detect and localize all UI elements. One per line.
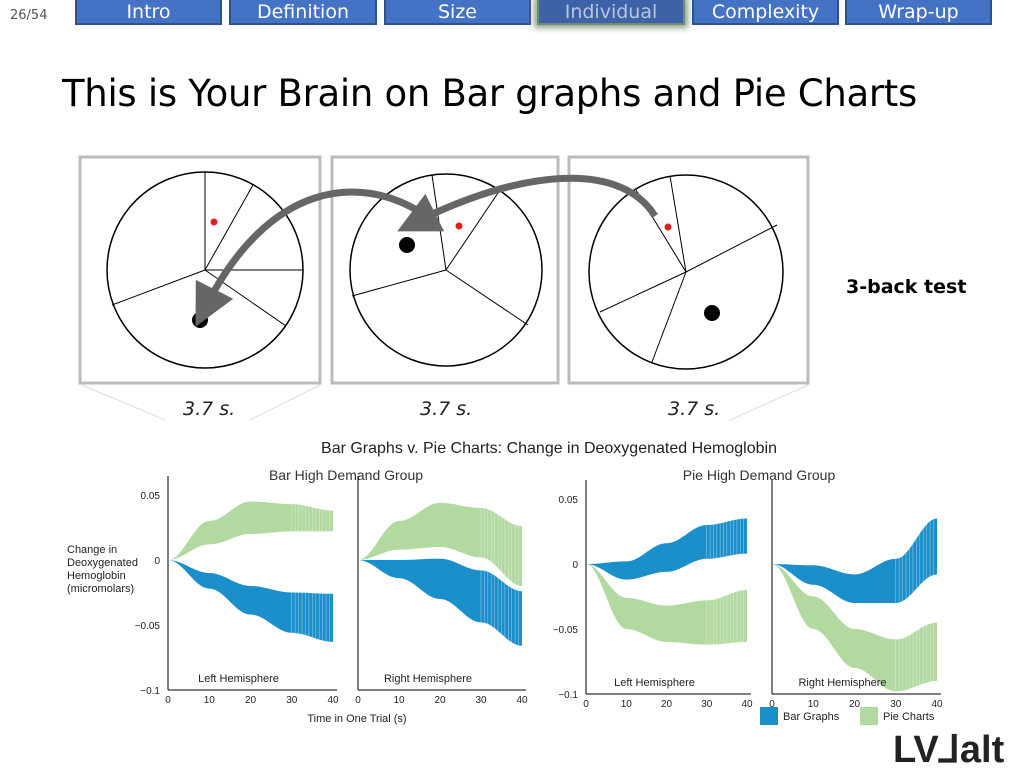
x-tick-label: 20 [434, 695, 446, 706]
panel-label: Right Hemisphere [798, 677, 886, 689]
panel-label: Right Hemisphere [384, 673, 472, 685]
panel-label: Left Hemisphere [614, 677, 695, 689]
x-tick-label: 40 [741, 699, 753, 710]
y-tick-label: −0.1 [140, 686, 160, 697]
x-tick-label: 40 [327, 695, 339, 706]
x-tick-label: 10 [204, 695, 216, 706]
pie-charts-band [586, 564, 747, 645]
legend-swatch [860, 707, 878, 725]
x-tick-label: 10 [808, 699, 820, 710]
arrow-back-2 [195, 188, 422, 327]
x-tick-label: 10 [621, 699, 633, 710]
fixation-dot [664, 223, 672, 231]
legend-swatch [760, 707, 778, 725]
tab-definition[interactable]: Definition [229, 0, 377, 25]
tab-individual[interactable]: Individual [537, 0, 685, 25]
pie-charts-band [168, 501, 333, 560]
arrow-back-1 [397, 174, 658, 232]
target-dot [399, 237, 415, 253]
y-tick-label: 0.05 [559, 495, 579, 506]
bar-graphs-band [358, 558, 522, 646]
tab-size[interactable]: Size [384, 0, 531, 25]
x-tick-label: 20 [849, 699, 861, 710]
y-tick-label: 0 [154, 556, 160, 567]
x-axis-label: Time in One Trial (s) [307, 713, 406, 725]
x-tick-label: 30 [701, 699, 713, 710]
x-tick-label: 10 [393, 695, 405, 706]
fixation-dot [455, 222, 463, 230]
page-number: 26/54 [10, 8, 48, 23]
legend-label: Bar Graphs [783, 711, 840, 723]
nback-label: 3-back test [846, 276, 967, 298]
duration-label-3: 3.7 s. [668, 398, 721, 420]
x-tick-label: 20 [245, 695, 257, 706]
slide-title: This is Your Brain on Bar graphs and Pie… [62, 72, 917, 115]
stimulus-frame-1 [78, 155, 322, 385]
fixation-dot [210, 218, 218, 226]
x-tick-label: 30 [475, 695, 487, 706]
y-axis-label: Change in Deoxygenated Hemoglobin (micromol… [67, 544, 138, 595]
x-tick-label: 30 [890, 699, 902, 710]
x-tick-label: 0 [769, 699, 775, 710]
x-tick-label: 20 [661, 699, 673, 710]
stimulus-frame-3 [567, 155, 810, 385]
tab-wrap-up[interactable]: Wrap-up [845, 0, 992, 25]
y-tick-label: 0 [572, 560, 578, 571]
x-tick-label: 0 [583, 699, 589, 710]
x-tick-label: 0 [165, 695, 171, 706]
legend-label: Pie Charts [883, 711, 935, 723]
bar-graphs-band [168, 560, 333, 642]
svg-text:LV⅃alt: LV⅃alt [893, 729, 1005, 768]
y-tick-label: −0.1 [558, 690, 578, 701]
tab-complexity[interactable]: Complexity [692, 0, 839, 25]
lv-alt-logo-icon: LV⅃alt [893, 729, 1005, 768]
x-tick-label: 0 [355, 695, 361, 706]
duration-label-2: 3.7 s. [420, 398, 473, 420]
y-tick-label: −0.05 [135, 621, 161, 632]
chart-title: Bar Graphs v. Pie Charts: Change in Deox… [321, 440, 777, 457]
x-tick-label: 30 [286, 695, 298, 706]
y-tick-label: 0.05 [141, 491, 161, 502]
group-title: Bar High Demand Group [269, 467, 423, 483]
x-tick-label: 40 [931, 699, 943, 710]
duration-label-1: 3.7 s. [183, 398, 236, 420]
tab-intro[interactable]: Intro [75, 0, 222, 25]
y-tick-label: −0.05 [553, 625, 579, 636]
panel-label: Left Hemisphere [198, 673, 279, 685]
x-tick-label: 40 [516, 695, 528, 706]
bar-graphs-band [586, 518, 747, 580]
group-title: Pie High Demand Group [683, 467, 836, 483]
target-dot [704, 305, 720, 321]
